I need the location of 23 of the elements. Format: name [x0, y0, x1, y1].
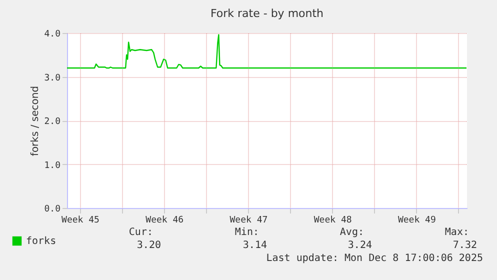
x-tick-label: Week 48	[314, 216, 352, 226]
text: Avg:	[340, 227, 364, 238]
y-tick-label: 3.0	[44, 73, 60, 84]
text: 3.20	[136, 240, 161, 251]
y-tick-label: 4.0	[44, 30, 60, 40]
x-tick-label: Week 46	[146, 216, 184, 226]
text: Last update: Mon Dec 8 17:00:06 2025	[266, 253, 483, 264]
text: Cur:	[128, 227, 153, 238]
x-tick-label: Week 49	[398, 216, 436, 226]
y-tick-label: 2.0	[44, 117, 60, 127]
line-series	[67, 34, 467, 69]
text: Min:	[234, 227, 259, 238]
text: 7.32	[452, 240, 477, 251]
y-tick-label: 1.0	[44, 160, 60, 171]
y-tick-label: 0.0	[44, 204, 60, 214]
text: Max:	[444, 227, 469, 238]
y-axis-title: forks / second	[30, 86, 42, 156]
x-tick-label: Week 47	[230, 216, 268, 226]
text: 3.24	[348, 240, 372, 251]
legend-label: forks	[26, 236, 56, 247]
text: 3.14	[242, 240, 267, 251]
chart-title: Fork rate - by month	[210, 7, 324, 20]
x-tick-label: Week 45	[62, 216, 100, 226]
